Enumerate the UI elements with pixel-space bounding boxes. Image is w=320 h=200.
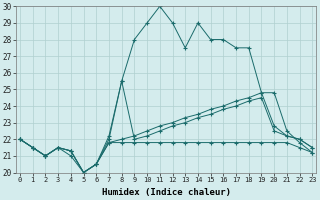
X-axis label: Humidex (Indice chaleur): Humidex (Indice chaleur) bbox=[102, 188, 231, 197]
